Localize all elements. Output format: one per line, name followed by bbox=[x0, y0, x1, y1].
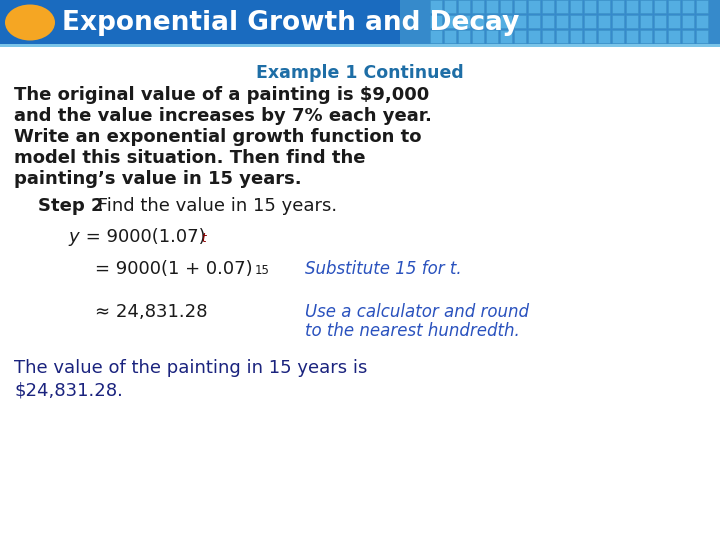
Text: 15: 15 bbox=[255, 264, 270, 277]
FancyBboxPatch shape bbox=[500, 30, 512, 43]
Text: Use a calculator and round: Use a calculator and round bbox=[305, 303, 529, 321]
FancyBboxPatch shape bbox=[640, 30, 652, 43]
FancyBboxPatch shape bbox=[696, 15, 708, 28]
FancyBboxPatch shape bbox=[682, 0, 694, 13]
FancyBboxPatch shape bbox=[668, 0, 680, 13]
FancyBboxPatch shape bbox=[556, 0, 568, 13]
FancyBboxPatch shape bbox=[0, 47, 720, 540]
FancyBboxPatch shape bbox=[668, 15, 680, 28]
FancyBboxPatch shape bbox=[400, 0, 720, 45]
FancyBboxPatch shape bbox=[640, 15, 652, 28]
FancyBboxPatch shape bbox=[668, 30, 680, 43]
FancyBboxPatch shape bbox=[472, 15, 484, 28]
FancyBboxPatch shape bbox=[556, 15, 568, 28]
FancyBboxPatch shape bbox=[472, 0, 484, 13]
FancyBboxPatch shape bbox=[514, 0, 526, 13]
FancyBboxPatch shape bbox=[696, 30, 708, 43]
FancyBboxPatch shape bbox=[584, 0, 596, 13]
FancyBboxPatch shape bbox=[612, 30, 624, 43]
FancyBboxPatch shape bbox=[598, 30, 610, 43]
FancyBboxPatch shape bbox=[486, 30, 498, 43]
Text: Substitute 15 for t.: Substitute 15 for t. bbox=[305, 260, 462, 278]
FancyBboxPatch shape bbox=[696, 0, 708, 13]
Text: painting’s value in 15 years.: painting’s value in 15 years. bbox=[14, 170, 302, 188]
FancyBboxPatch shape bbox=[682, 15, 694, 28]
FancyBboxPatch shape bbox=[0, 0, 720, 45]
FancyBboxPatch shape bbox=[556, 30, 568, 43]
FancyBboxPatch shape bbox=[472, 30, 484, 43]
FancyBboxPatch shape bbox=[486, 0, 498, 13]
Text: ≈ 24,831.28: ≈ 24,831.28 bbox=[95, 303, 207, 321]
FancyBboxPatch shape bbox=[570, 30, 582, 43]
Text: Exponential Growth and Decay: Exponential Growth and Decay bbox=[62, 10, 519, 36]
Text: Example 1 Continued: Example 1 Continued bbox=[256, 64, 464, 82]
Text: to the nearest hundredth.: to the nearest hundredth. bbox=[305, 322, 520, 340]
FancyBboxPatch shape bbox=[654, 0, 666, 13]
Text: Write an exponential growth function to: Write an exponential growth function to bbox=[14, 128, 421, 146]
FancyBboxPatch shape bbox=[528, 15, 540, 28]
FancyBboxPatch shape bbox=[458, 0, 470, 13]
Ellipse shape bbox=[5, 4, 55, 40]
FancyBboxPatch shape bbox=[542, 30, 554, 43]
FancyBboxPatch shape bbox=[458, 15, 470, 28]
FancyBboxPatch shape bbox=[598, 15, 610, 28]
FancyBboxPatch shape bbox=[598, 0, 610, 13]
FancyBboxPatch shape bbox=[514, 30, 526, 43]
FancyBboxPatch shape bbox=[430, 30, 442, 43]
FancyBboxPatch shape bbox=[458, 30, 470, 43]
FancyBboxPatch shape bbox=[542, 0, 554, 13]
FancyBboxPatch shape bbox=[570, 0, 582, 13]
FancyBboxPatch shape bbox=[444, 0, 456, 13]
FancyBboxPatch shape bbox=[486, 15, 498, 28]
FancyBboxPatch shape bbox=[654, 15, 666, 28]
FancyBboxPatch shape bbox=[444, 15, 456, 28]
FancyBboxPatch shape bbox=[640, 0, 652, 13]
FancyBboxPatch shape bbox=[612, 15, 624, 28]
FancyBboxPatch shape bbox=[500, 0, 512, 13]
Text: y: y bbox=[68, 228, 78, 246]
FancyBboxPatch shape bbox=[0, 44, 720, 47]
FancyBboxPatch shape bbox=[500, 15, 512, 28]
Text: = 9000(1.07): = 9000(1.07) bbox=[80, 228, 206, 246]
Text: t: t bbox=[201, 232, 206, 245]
Text: and the value increases by 7% each year.: and the value increases by 7% each year. bbox=[14, 107, 432, 125]
Text: The value of the painting in 15 years is: The value of the painting in 15 years is bbox=[14, 359, 367, 377]
FancyBboxPatch shape bbox=[570, 15, 582, 28]
FancyBboxPatch shape bbox=[626, 0, 638, 13]
FancyBboxPatch shape bbox=[528, 30, 540, 43]
Text: Find the value in 15 years.: Find the value in 15 years. bbox=[92, 197, 337, 215]
FancyBboxPatch shape bbox=[626, 30, 638, 43]
FancyBboxPatch shape bbox=[444, 30, 456, 43]
Text: The original value of a painting is $9,000: The original value of a painting is $9,0… bbox=[14, 86, 429, 104]
FancyBboxPatch shape bbox=[430, 15, 442, 28]
FancyBboxPatch shape bbox=[542, 15, 554, 28]
FancyBboxPatch shape bbox=[514, 15, 526, 28]
FancyBboxPatch shape bbox=[682, 30, 694, 43]
FancyBboxPatch shape bbox=[626, 15, 638, 28]
FancyBboxPatch shape bbox=[528, 0, 540, 13]
Text: model this situation. Then find the: model this situation. Then find the bbox=[14, 149, 366, 167]
FancyBboxPatch shape bbox=[612, 0, 624, 13]
FancyBboxPatch shape bbox=[654, 30, 666, 43]
Text: Step 2: Step 2 bbox=[38, 197, 104, 215]
Text: $24,831.28.: $24,831.28. bbox=[14, 381, 123, 399]
FancyBboxPatch shape bbox=[430, 0, 442, 13]
FancyBboxPatch shape bbox=[584, 30, 596, 43]
FancyBboxPatch shape bbox=[584, 15, 596, 28]
Text: = 9000(1 + 0.07): = 9000(1 + 0.07) bbox=[95, 260, 253, 278]
